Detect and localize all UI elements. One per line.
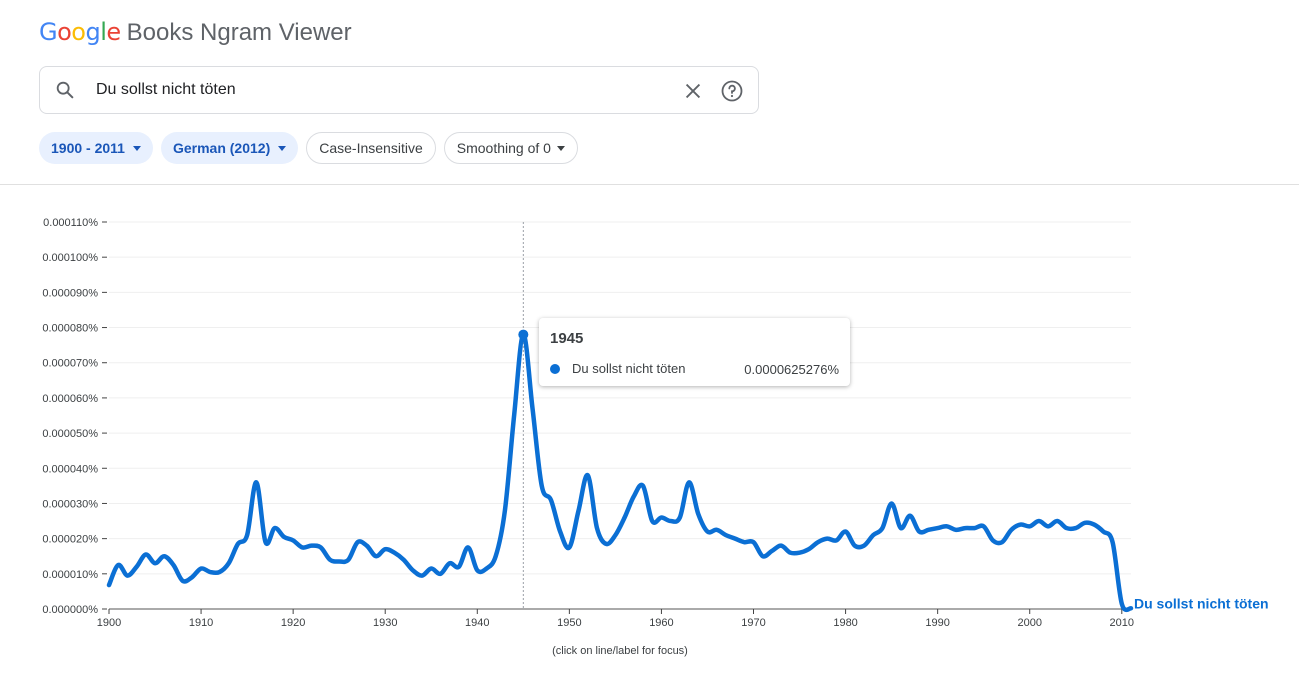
y-tick-label: 0.000060% (42, 393, 98, 405)
tooltip-year: 1945 (550, 330, 584, 347)
search-bar (39, 66, 759, 114)
x-tick-label: 1930 (373, 617, 397, 629)
y-tick-label: 0.000080% (42, 323, 98, 335)
case-insensitive-toggle[interactable]: Case-Insensitive (306, 132, 436, 164)
x-tick-label: 1950 (557, 617, 581, 629)
focus-hint: (click on line/label for focus) (552, 645, 688, 657)
y-tick-label: 0.000050% (42, 428, 98, 440)
corpus-label: German (2012) (172, 140, 271, 156)
y-tick-label: 0.000110% (43, 217, 98, 229)
tooltip-value: 0.0000625276% (744, 362, 839, 377)
ngram-chart[interactable]: 0.000000% 0.000010% 0.000020% 0.000030% 0.00… (0, 200, 1299, 670)
case-label: Case-Insensitive (319, 140, 423, 156)
product-name: Books Ngram Viewer (126, 19, 352, 46)
app-logo[interactable]: Google Books Ngram Viewer (39, 18, 352, 48)
year-range-label: 1900 - 2011 (51, 140, 125, 156)
x-tick-label: 1920 (281, 617, 305, 629)
x-tick-label: 2000 (1017, 617, 1041, 629)
x-tick-label: 1990 (925, 617, 949, 629)
year-range-dropdown[interactable]: 1900 - 2011 (39, 132, 153, 164)
x-axis: 1900 1910 1920 1930 1940 1950 1960 1970 1980 1990… (97, 608, 1134, 629)
x-tick-label: 1980 (833, 617, 857, 629)
hover-point (518, 329, 529, 340)
x-tick-label: 2010 (1110, 617, 1134, 629)
tooltip-series-name: Du sollst nicht töten (572, 361, 686, 376)
search-input[interactable] (94, 80, 658, 100)
header-divider (0, 184, 1299, 185)
y-tick-label: 0.000090% (42, 287, 98, 299)
series-line[interactable] (106, 332, 1134, 613)
hover-tooltip: 1945 Du sollst nicht töten 0.0000625276% (539, 318, 850, 386)
y-tick-label: 0.000010% (42, 569, 98, 581)
chevron-down-icon (556, 145, 565, 151)
x-tick-label: 1970 (741, 617, 765, 629)
y-axis: 0.000000% 0.000010% 0.000020% 0.000030% 0.00… (42, 217, 107, 616)
y-tick-label: 0.000000% (42, 604, 98, 616)
close-icon[interactable] (682, 80, 704, 102)
y-tick-label: 0.000070% (42, 358, 98, 370)
google-wordmark: Google (39, 18, 121, 46)
x-tick-label: 1900 (97, 617, 121, 629)
x-tick-label: 1940 (465, 617, 489, 629)
series-color-dot (550, 364, 560, 374)
y-tick-label: 0.000100% (42, 252, 98, 264)
y-tick-label: 0.000030% (42, 498, 98, 510)
y-tick-label: 0.000020% (42, 534, 98, 546)
corpus-dropdown[interactable]: German (2012) (160, 132, 299, 164)
chevron-down-icon (132, 145, 141, 151)
y-tick-label: 0.000040% (42, 463, 98, 475)
series-end-label[interactable]: Du sollst nicht töten (1134, 595, 1269, 611)
search-icon (56, 81, 74, 99)
x-tick-label: 1960 (649, 617, 673, 629)
filter-chips: 1900 - 2011 German (2012) Case-Insensiti… (39, 132, 578, 164)
help-icon[interactable] (720, 79, 744, 103)
smoothing-label: Smoothing of 0 (456, 140, 551, 156)
chevron-down-icon (278, 145, 287, 151)
smoothing-dropdown[interactable]: Smoothing of 0 (443, 132, 578, 164)
x-tick-label: 1910 (189, 617, 213, 629)
